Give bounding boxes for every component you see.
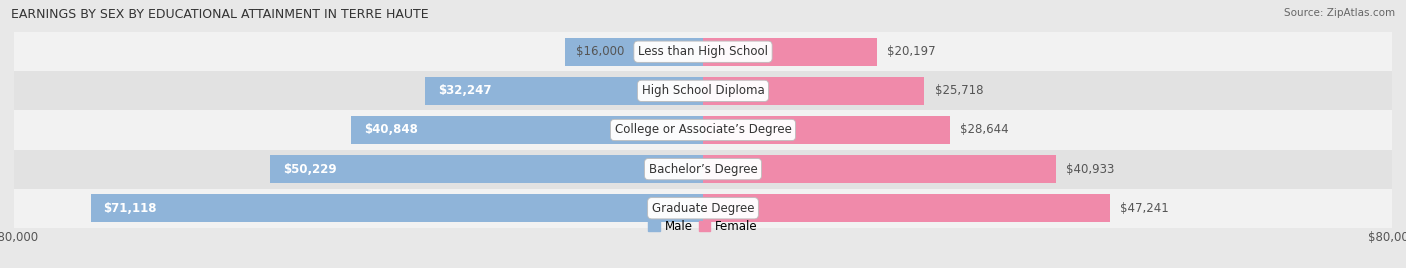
- Text: $40,848: $40,848: [364, 124, 418, 136]
- Text: Bachelor’s Degree: Bachelor’s Degree: [648, 163, 758, 176]
- Bar: [270, 155, 703, 183]
- Text: $40,933: $40,933: [1066, 163, 1114, 176]
- Bar: [565, 38, 703, 66]
- Text: $32,247: $32,247: [439, 84, 492, 97]
- Bar: [703, 77, 925, 105]
- Bar: [703, 194, 1109, 222]
- Text: Source: ZipAtlas.com: Source: ZipAtlas.com: [1284, 8, 1395, 18]
- Bar: [703, 38, 877, 66]
- Legend: Male, Female: Male, Female: [644, 215, 762, 237]
- Bar: [14, 71, 1392, 110]
- Bar: [14, 110, 1392, 150]
- Bar: [14, 32, 1392, 71]
- Bar: [14, 189, 1392, 228]
- Text: $50,229: $50,229: [284, 163, 337, 176]
- Bar: [425, 77, 703, 105]
- Text: $28,644: $28,644: [960, 124, 1008, 136]
- Text: Graduate Degree: Graduate Degree: [652, 202, 754, 215]
- Bar: [14, 150, 1392, 189]
- Bar: [352, 116, 703, 144]
- Text: Less than High School: Less than High School: [638, 45, 768, 58]
- Text: College or Associate’s Degree: College or Associate’s Degree: [614, 124, 792, 136]
- Bar: [703, 155, 1056, 183]
- Bar: [90, 194, 703, 222]
- Text: $71,118: $71,118: [104, 202, 157, 215]
- Text: EARNINGS BY SEX BY EDUCATIONAL ATTAINMENT IN TERRE HAUTE: EARNINGS BY SEX BY EDUCATIONAL ATTAINMEN…: [11, 8, 429, 21]
- Text: $16,000: $16,000: [575, 45, 624, 58]
- Text: $25,718: $25,718: [935, 84, 983, 97]
- Text: $47,241: $47,241: [1121, 202, 1168, 215]
- Bar: [703, 116, 949, 144]
- Text: High School Diploma: High School Diploma: [641, 84, 765, 97]
- Text: $20,197: $20,197: [887, 45, 936, 58]
